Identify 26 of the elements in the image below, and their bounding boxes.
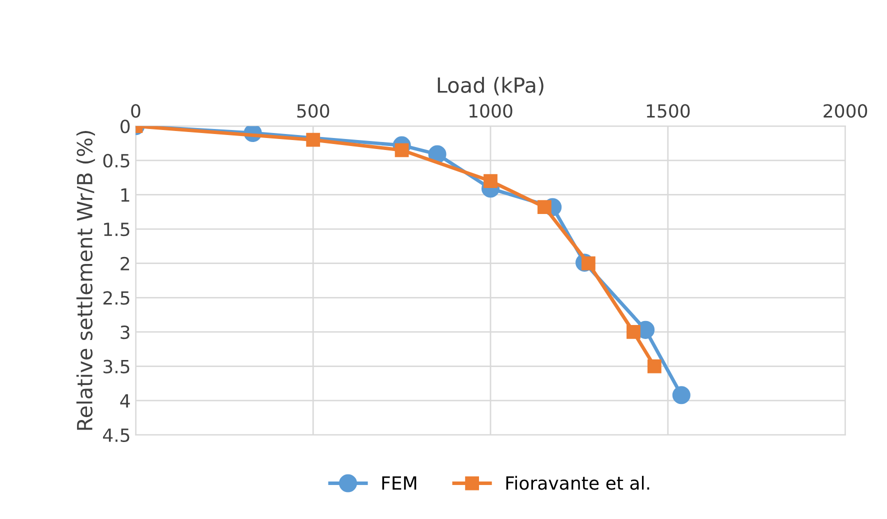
legend-label: FEM [382, 476, 416, 490]
y-tick-label: 3 [120, 325, 130, 340]
x-tick-label: 0 [131, 104, 140, 118]
point [626, 325, 640, 339]
y-tick-label: 4 [120, 394, 130, 408]
legend-label: Fioravante et al. [506, 476, 650, 490]
y-tick-label: 2 [120, 256, 130, 270]
point [484, 174, 498, 188]
point [672, 386, 690, 404]
y-tick-label: 2.5 [103, 291, 130, 305]
y-tick-label: 3.5 [104, 360, 130, 374]
x-tick-label: 1500 [646, 104, 690, 118]
point [537, 200, 552, 214]
point [428, 145, 446, 164]
y-axis-title: Relative settlement Wr/B (%) [76, 131, 95, 430]
y-tick-label: 1.5 [104, 222, 130, 236]
y-tick-label: 0 [120, 120, 130, 134]
y-tick-label: 1 [121, 188, 130, 202]
x-tick-label: 1000 [470, 104, 512, 118]
point [306, 132, 320, 147]
x-axis-title: Load (kPa) [438, 76, 544, 96]
x-tick-label: 500 [297, 104, 330, 118]
point [647, 359, 662, 374]
x-tick-label: 2000 [824, 104, 868, 118]
y-tick-label: 4.5 [103, 428, 130, 442]
y-tick-label: 0.5 [103, 154, 130, 168]
